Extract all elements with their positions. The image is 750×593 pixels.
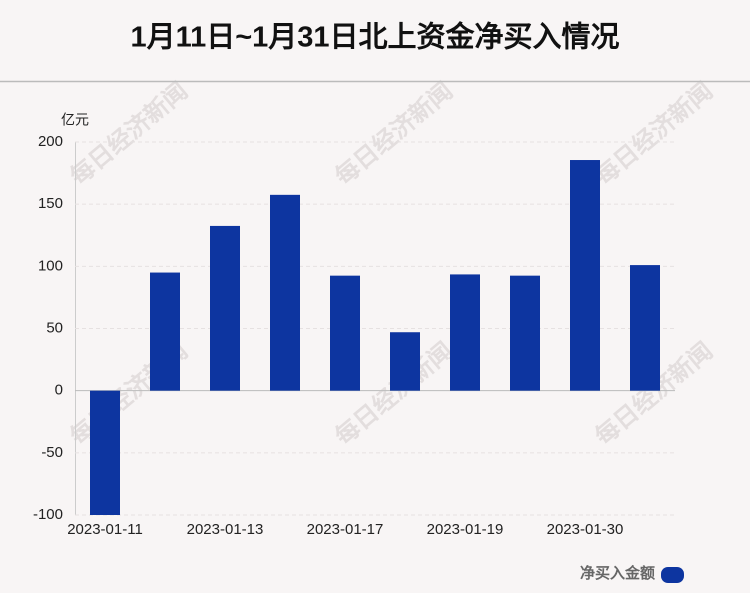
y-tick-label: 100 bbox=[38, 257, 63, 274]
y-tick-label: 0 bbox=[55, 382, 63, 399]
y-tick-label: 150 bbox=[38, 195, 63, 212]
y-tick-label: -100 bbox=[33, 506, 63, 523]
y-tick-label: -50 bbox=[41, 444, 63, 461]
bar bbox=[390, 332, 420, 391]
chart-title: 1月11日~1月31日北上资金净买入情况 bbox=[130, 20, 619, 54]
x-tick-label: 2023-01-11 bbox=[67, 521, 143, 538]
bar bbox=[330, 275, 360, 391]
bar bbox=[150, 272, 180, 391]
bar bbox=[210, 225, 240, 391]
y-tick-label: 50 bbox=[46, 319, 63, 336]
y-tick-label: 200 bbox=[38, 133, 63, 150]
bar bbox=[570, 160, 600, 391]
x-tick-label: 2023-01-13 bbox=[187, 521, 264, 538]
bar bbox=[450, 274, 480, 391]
x-tick-label: 2023-01-17 bbox=[307, 521, 384, 538]
bar bbox=[510, 275, 540, 391]
legend-swatch bbox=[661, 567, 684, 583]
legend-label: 净买入金额 bbox=[580, 564, 655, 582]
bar bbox=[630, 265, 660, 391]
bar bbox=[270, 194, 300, 391]
x-tick-label: 2023-01-19 bbox=[427, 521, 504, 538]
x-tick-label: 2023-01-30 bbox=[547, 521, 624, 538]
bar bbox=[90, 390, 120, 515]
y-unit: 亿元 bbox=[61, 112, 89, 128]
